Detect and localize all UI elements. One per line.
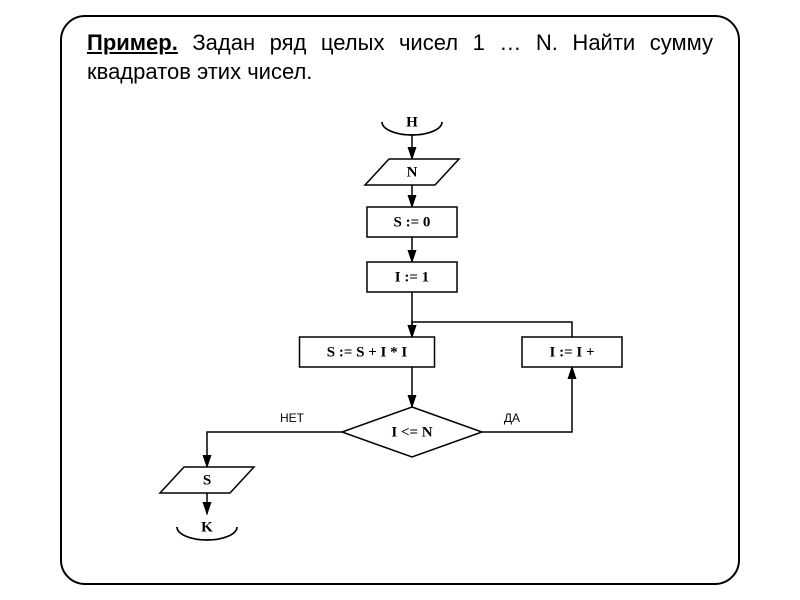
flowchart: ДА НЕТ Н N S := 0 I := 1 S := S + I * I I := I… — [152, 112, 692, 572]
edge-cond-inc — [482, 367, 572, 432]
node-sum: S := S + I * I — [300, 337, 435, 367]
slide-frame: Пример. Задан ряд целых чисел 1 … N. Най… — [60, 15, 740, 585]
node-s0: S := 0 — [367, 207, 457, 237]
edge-label-НЕТ: НЕТ — [280, 411, 305, 425]
edge-inc-sum_loop — [412, 322, 572, 337]
node-end: K — [177, 519, 237, 540]
edge-label-ДА: ДА — [504, 411, 520, 425]
node-label-inc: I := I + — [549, 344, 594, 360]
node-start: Н — [382, 114, 442, 135]
title-word: Пример. — [87, 30, 178, 55]
node-label-sum: S := S + I * I — [327, 344, 408, 360]
header-text: Пример. Задан ряд целых чисел 1 … N. Най… — [62, 17, 738, 86]
flowchart-svg: ДА НЕТ Н N S := 0 I := 1 S := S + I * I I := I… — [152, 112, 692, 572]
node-label-input_n: N — [407, 164, 418, 180]
node-label-out_s: S — [203, 472, 211, 488]
node-out_s: S — [160, 467, 254, 493]
node-label-end: K — [201, 519, 213, 535]
node-inc: I := I + — [522, 337, 622, 367]
node-i1: I := 1 — [367, 262, 457, 292]
node-label-cond: I <= N — [391, 424, 432, 440]
node-cond: I <= N — [342, 407, 482, 457]
title-rest: Задан ряд целых чисел 1 … N. Найти сумму… — [87, 30, 713, 84]
edge-cond-out_s — [207, 432, 342, 467]
node-label-s0: S := 0 — [394, 214, 431, 230]
node-label-start: Н — [406, 114, 418, 130]
node-label-i1: I := 1 — [395, 269, 429, 285]
node-input_n: N — [365, 159, 459, 185]
